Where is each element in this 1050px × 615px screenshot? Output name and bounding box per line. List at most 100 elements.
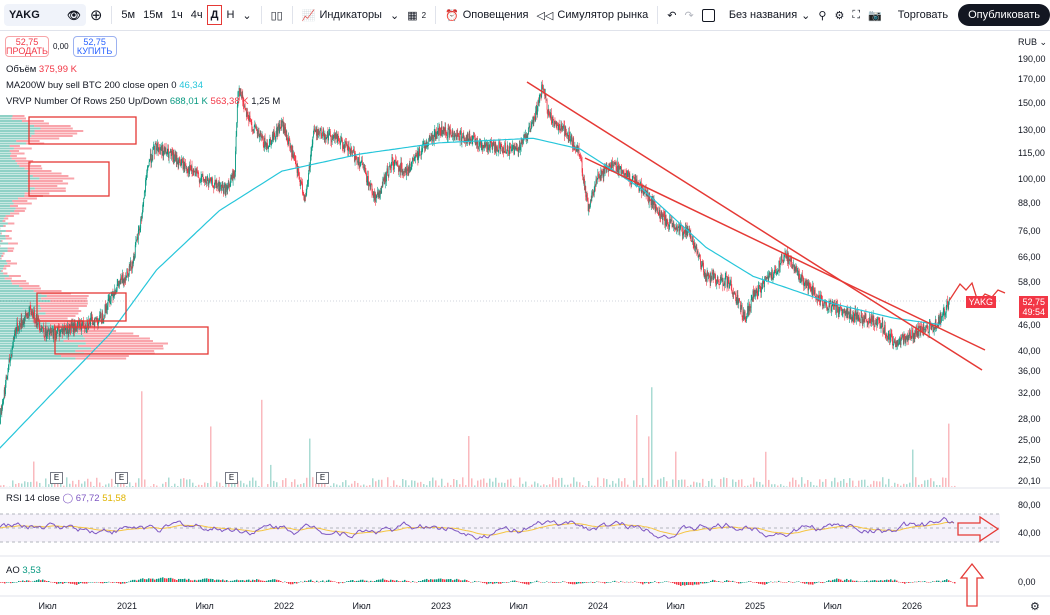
ao-bar	[428, 579, 430, 582]
volume-bar	[513, 485, 515, 487]
candle-body	[327, 132, 329, 141]
axis-settings-gear-icon[interactable]: ⚙	[1030, 601, 1040, 613]
candle-body	[42, 327, 44, 329]
candle-body	[736, 300, 738, 304]
compare-add-icon[interactable]: ⊕	[89, 7, 103, 24]
candle-body	[569, 140, 571, 141]
candle-body	[12, 346, 14, 348]
earnings-marker[interactable]: E	[316, 472, 329, 484]
timeframe-week[interactable]: Н	[226, 9, 235, 21]
camera-icon[interactable]: 📷	[868, 9, 882, 22]
candle-body	[619, 166, 620, 170]
redo-icon[interactable]: ↷	[684, 9, 694, 22]
ao-bar	[638, 582, 640, 583]
timeframe-5m[interactable]: 5м	[121, 9, 136, 21]
volume-bar	[693, 481, 695, 487]
candle-body	[571, 135, 573, 144]
ao-legend[interactable]: AO 3,53	[6, 565, 41, 576]
candle-body	[538, 98, 540, 104]
ao-bar	[166, 578, 168, 582]
ao-bar	[550, 581, 552, 583]
volume-bar	[657, 479, 659, 487]
layout-name-button[interactable]: Без названия ⌄	[698, 8, 815, 22]
publish-button[interactable]: Опубликовать	[958, 4, 1050, 26]
candle-body	[367, 176, 369, 186]
candle-body	[473, 135, 475, 137]
fullscreen-icon[interactable]: ⛶	[852, 8, 861, 21]
candle-body	[310, 151, 312, 160]
candle-body	[285, 127, 287, 137]
candle-body	[465, 139, 467, 142]
buy-button[interactable]: 52,75 КУПИТЬ	[72, 36, 117, 57]
price-tick: 170,00	[1018, 74, 1046, 85]
candle-body	[921, 326, 922, 328]
indicators-button[interactable]: 📈 Индикаторы	[298, 9, 386, 22]
candle-body	[721, 278, 723, 279]
candle-body	[918, 326, 920, 337]
vrvp-up-bar	[0, 287, 23, 290]
candle-body	[314, 128, 316, 131]
candle-body	[326, 137, 328, 139]
timeframe-4h[interactable]: 4ч	[190, 9, 203, 21]
watchlist-eye-icon[interactable]: 👁	[66, 9, 81, 22]
ao-bar	[654, 581, 656, 582]
candle-body	[187, 171, 189, 173]
undo-icon[interactable]: ↶	[667, 9, 677, 22]
ao-bar	[834, 579, 836, 582]
alerts-button[interactable]: ⏰ Оповещения	[441, 9, 532, 22]
earnings-marker[interactable]: E	[50, 472, 63, 484]
candle-body	[347, 145, 349, 152]
candle-body	[351, 151, 353, 153]
settings-gear-icon[interactable]: ⚙	[834, 9, 845, 22]
ao-bar	[698, 582, 700, 585]
symbol-search[interactable]: YAKG 👁	[4, 4, 86, 26]
timeframe-day[interactable]: Д	[206, 5, 223, 25]
sell-button[interactable]: 52,75 ПРОДАТЬ	[5, 36, 49, 57]
timeframe-chevron-down-icon[interactable]: ⌄	[242, 9, 252, 22]
candle-body	[408, 169, 410, 173]
candle-body	[498, 142, 500, 151]
candle-body	[880, 324, 881, 329]
candle-body	[576, 145, 578, 148]
candle-body	[162, 144, 163, 155]
vrvp-legend[interactable]: VRVP Number Of Rows 250 Up/Down 688,01 K…	[6, 96, 280, 107]
ma-legend[interactable]: MA200W buy sell BTC 200 close open 0 46,…	[6, 80, 203, 91]
candle-body	[553, 121, 555, 127]
candle-body	[414, 157, 416, 159]
candle-body	[633, 177, 635, 178]
ao-bar	[814, 582, 816, 584]
layouts-button[interactable]: ▦ 2	[403, 9, 430, 22]
price-tick: 36,00	[1018, 366, 1041, 377]
vrvp-down-bar	[29, 170, 52, 172]
indicators-chevron-down-icon[interactable]: ⌄	[389, 9, 400, 22]
volume-bar	[495, 477, 497, 487]
trade-button[interactable]: Торговать	[897, 9, 949, 21]
candle-body	[413, 159, 415, 162]
candle-body	[872, 317, 873, 323]
candle-body	[782, 260, 784, 261]
candle-body	[778, 260, 780, 272]
candle-body	[692, 236, 694, 244]
timeframe-1h[interactable]: 1ч	[170, 9, 183, 21]
volume-bar	[522, 483, 524, 487]
quick-search-icon[interactable]: ⚲	[818, 9, 827, 22]
candle-body	[649, 199, 651, 201]
vrvp-down-bar	[9, 150, 20, 152]
ao-bar	[340, 582, 342, 583]
candle-body	[78, 324, 80, 326]
replay-button[interactable]: ◁◁ Симулятор рынка	[532, 9, 652, 22]
volume-bar	[534, 481, 536, 487]
timeframe-15m[interactable]: 15м	[143, 9, 163, 21]
candle-body	[584, 186, 586, 190]
rsi-legend[interactable]: RSI 14 close ◯ 67,72 51,58	[6, 493, 126, 504]
candles-icon[interactable]: ▯▯	[270, 9, 283, 22]
vrvp-up-bar	[0, 292, 42, 295]
candle-body	[32, 310, 34, 318]
volume-bar	[57, 483, 59, 487]
earnings-marker[interactable]: E	[225, 472, 238, 484]
earnings-marker[interactable]: E	[115, 472, 128, 484]
currency-selector[interactable]: RUB ⌄	[1018, 37, 1048, 47]
volume-legend[interactable]: Объём 375,99 K	[6, 64, 77, 75]
volume-bar	[336, 484, 338, 487]
